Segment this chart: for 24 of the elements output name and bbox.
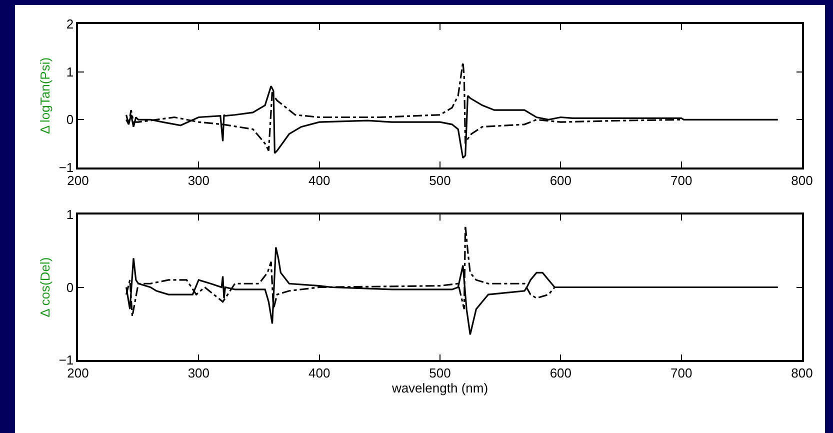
x-tick-label: 800 <box>791 365 813 380</box>
x-tick-label: 400 <box>308 172 330 188</box>
y-tick-label: −1 <box>58 160 74 176</box>
y-tick-label: −1 <box>58 352 74 368</box>
y-tick-label: 1 <box>66 64 74 80</box>
x-tick-label: 600 <box>550 365 572 380</box>
y-tick-label: 2 <box>66 16 74 32</box>
x-tick-label: 500 <box>429 172 451 188</box>
x-tick-label: 700 <box>670 365 692 380</box>
y-axis-title: Δ cos(Del) <box>37 257 52 318</box>
x-tick-label: 300 <box>188 172 210 188</box>
x-tick-label: 300 <box>188 365 210 380</box>
y-tick-label: 0 <box>66 112 74 128</box>
x-tick-label: 700 <box>670 172 692 188</box>
x-tick-label: 600 <box>550 172 572 188</box>
x-axis-title: wavelength (nm) <box>390 380 488 396</box>
y-tick-label: 0 <box>66 280 74 295</box>
x-tick-label: 200 <box>67 172 89 188</box>
y-axis-title: Δ logTan(Psi) <box>37 57 52 134</box>
x-tick-label: 400 <box>308 365 330 380</box>
y-tick-label: 1 <box>66 207 74 222</box>
x-tick-label: 500 <box>429 365 451 380</box>
x-tick-label: 200 <box>67 365 89 380</box>
x-tick-label: 800 <box>791 172 813 188</box>
